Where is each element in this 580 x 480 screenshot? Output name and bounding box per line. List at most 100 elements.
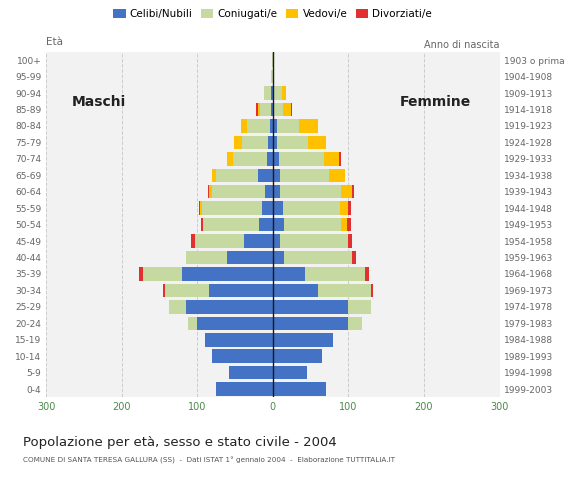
Bar [273,349,322,363]
Bar [200,202,202,215]
Bar [244,234,273,248]
Bar [273,300,349,313]
Bar [284,103,291,116]
Bar [169,300,186,313]
Bar [273,168,280,182]
Bar [352,251,356,264]
Bar [352,185,354,198]
Bar [209,185,212,198]
Bar [299,119,318,132]
Bar [227,152,233,166]
Bar [191,234,195,248]
Bar [318,284,371,297]
Bar [199,202,200,215]
Bar [271,103,273,116]
Bar [260,103,271,116]
Bar [205,333,273,347]
Bar [227,251,273,264]
Bar [216,383,273,396]
Bar [212,349,273,363]
Bar [280,168,329,182]
Bar [212,185,265,198]
Bar [197,317,273,330]
Bar [349,300,371,313]
Bar [165,284,209,297]
Bar [272,53,273,67]
Bar [280,185,341,198]
Bar [284,251,352,264]
Bar [270,119,273,132]
Bar [341,218,347,231]
Bar [273,136,277,149]
Bar [273,383,326,396]
Bar [279,152,324,166]
Bar [273,152,279,166]
Text: Popolazione per età, sesso e stato civile - 2004: Popolazione per età, sesso e stato civil… [23,436,337,449]
Bar [274,86,282,100]
Bar [202,202,262,215]
Bar [324,152,339,166]
Bar [265,185,273,198]
Bar [202,218,259,231]
Bar [242,136,269,149]
Bar [234,136,242,149]
Bar [229,366,273,379]
Bar [273,103,274,116]
Text: Maschi: Maschi [72,96,126,109]
Bar [347,202,351,215]
Text: COMUNE DI SANTA TERESA GALLURA (SS)  -  Dati ISTAT 1° gennaio 2004  -  Elaborazi: COMUNE DI SANTA TERESA GALLURA (SS) - Da… [23,457,395,464]
Bar [273,267,304,281]
Bar [259,218,273,231]
Text: Femmine: Femmine [400,96,471,109]
Bar [282,86,286,100]
Bar [329,168,345,182]
Bar [273,234,280,248]
Bar [349,317,362,330]
Bar [209,284,273,297]
Text: Anno di nascita: Anno di nascita [424,40,499,50]
Bar [273,251,284,264]
Bar [307,136,327,149]
Bar [284,218,341,231]
Bar [340,202,347,215]
Bar [339,152,341,166]
Bar [201,218,202,231]
Bar [284,202,340,215]
Bar [208,185,209,198]
Bar [247,119,270,132]
Bar [258,103,260,116]
Bar [273,202,284,215]
Bar [277,136,307,149]
Bar [291,103,292,116]
Bar [271,70,273,84]
Bar [365,267,369,281]
Bar [262,202,273,215]
Bar [258,168,273,182]
Bar [269,136,273,149]
Bar [274,103,284,116]
Bar [195,234,244,248]
Bar [273,317,349,330]
Bar [163,284,165,297]
Bar [273,333,333,347]
Bar [273,185,280,198]
Text: Età: Età [46,37,63,47]
Bar [233,152,267,166]
Bar [143,267,182,281]
Bar [371,284,372,297]
Bar [280,234,349,248]
Legend: Celibi/Nubili, Coniugati/e, Vedovi/e, Divorziati/e: Celibi/Nubili, Coniugati/e, Vedovi/e, Di… [109,5,436,24]
Bar [273,284,318,297]
Bar [256,103,258,116]
Bar [273,366,307,379]
Bar [186,251,227,264]
Bar [186,300,273,313]
Bar [271,86,273,100]
Bar [304,267,365,281]
Bar [267,152,273,166]
Bar [273,218,284,231]
Bar [182,267,273,281]
Bar [264,86,271,100]
Bar [273,119,277,132]
Bar [347,218,351,231]
